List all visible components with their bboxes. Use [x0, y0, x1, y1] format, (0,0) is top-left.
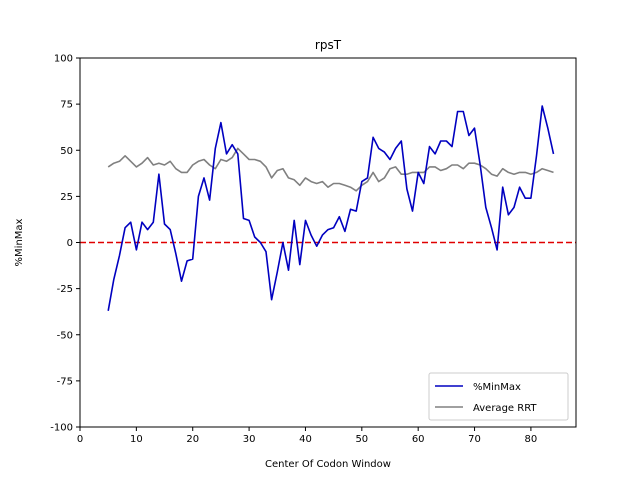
y-tick-label: -75 [57, 376, 73, 387]
x-tick-label: 0 [77, 434, 83, 445]
x-tick-label: 40 [299, 434, 312, 445]
x-tick-label: 50 [355, 434, 368, 445]
y-tick-label: 100 [54, 54, 73, 65]
x-tick-label: 20 [186, 434, 199, 445]
legend-box [428, 372, 569, 421]
x-axis-label: Center Of Codon Window [265, 459, 391, 470]
y-tick-label: 25 [60, 192, 73, 203]
y-axis-label: %MinMax [14, 218, 25, 266]
legend-label-minmax: %MinMax [473, 382, 521, 393]
x-tick-label: 30 [243, 434, 256, 445]
y-axis: -100 -75 -50 -25 0 25 50 75 100 [50, 54, 80, 434]
x-tick-label: 60 [412, 434, 425, 445]
y-tick-label: 75 [60, 100, 73, 111]
y-tick-label: -25 [57, 284, 73, 295]
y-tick-label: -100 [50, 423, 73, 434]
x-tick-label: 80 [525, 434, 538, 445]
series-layer [107, 105, 555, 311]
series-line-minmax [107, 105, 555, 311]
x-tick-label: 10 [130, 434, 143, 445]
chart-title: rpsT [315, 38, 342, 52]
legend-label-average-rrt: Average RRT [473, 403, 537, 414]
series-line-average-rrt [107, 147, 554, 192]
y-tick-label: 50 [60, 146, 73, 157]
y-tick-label: 0 [67, 238, 73, 249]
y-tick-label: -50 [57, 330, 73, 341]
x-axis: 0 10 20 30 40 50 60 70 80 [77, 427, 537, 445]
x-tick-label: 70 [468, 434, 481, 445]
legend: %MinMax Average RRT [428, 372, 569, 421]
